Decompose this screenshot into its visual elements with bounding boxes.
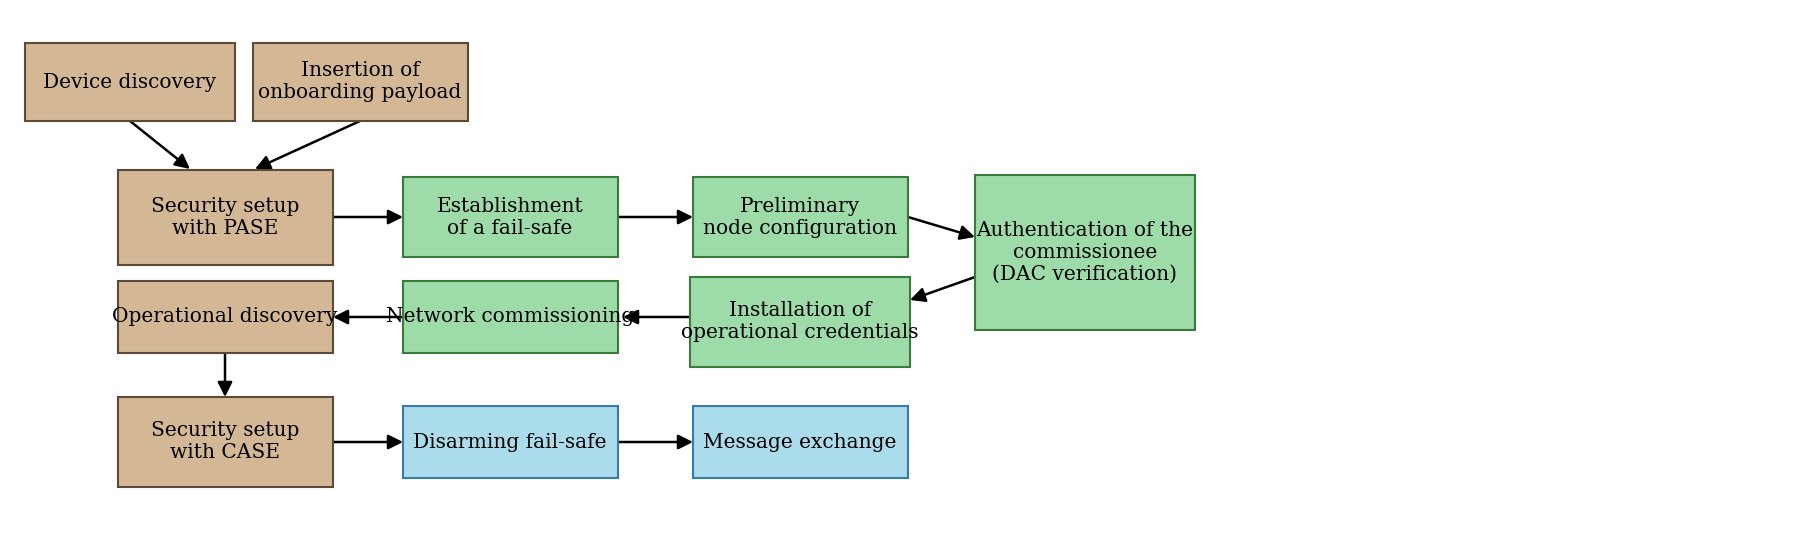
FancyBboxPatch shape xyxy=(117,170,333,264)
FancyBboxPatch shape xyxy=(693,177,907,257)
Text: Preliminary
node configuration: Preliminary node configuration xyxy=(704,197,896,237)
FancyBboxPatch shape xyxy=(403,406,617,478)
Text: Network commissioning: Network commissioning xyxy=(385,307,634,326)
Text: Security setup
with CASE: Security setup with CASE xyxy=(151,422,299,462)
FancyBboxPatch shape xyxy=(976,175,1195,330)
FancyBboxPatch shape xyxy=(117,397,333,487)
Text: Message exchange: Message exchange xyxy=(704,433,896,451)
FancyBboxPatch shape xyxy=(252,43,468,121)
FancyBboxPatch shape xyxy=(689,277,911,367)
Text: Operational discovery: Operational discovery xyxy=(112,307,338,326)
Text: Establishment
of a fail-safe: Establishment of a fail-safe xyxy=(437,197,583,237)
FancyBboxPatch shape xyxy=(693,406,907,478)
Text: Authentication of the
commissionee
(DAC verification): Authentication of the commissionee (DAC … xyxy=(976,221,1193,283)
FancyBboxPatch shape xyxy=(25,43,236,121)
Text: Disarming fail-safe: Disarming fail-safe xyxy=(414,433,607,451)
Text: Security setup
with PASE: Security setup with PASE xyxy=(151,197,299,237)
FancyBboxPatch shape xyxy=(117,281,333,353)
FancyBboxPatch shape xyxy=(403,281,617,353)
FancyBboxPatch shape xyxy=(403,177,617,257)
Text: Installation of
operational credentials: Installation of operational credentials xyxy=(680,301,918,343)
Text: Insertion of
onboarding payload: Insertion of onboarding payload xyxy=(259,61,461,102)
Text: Device discovery: Device discovery xyxy=(43,73,216,92)
